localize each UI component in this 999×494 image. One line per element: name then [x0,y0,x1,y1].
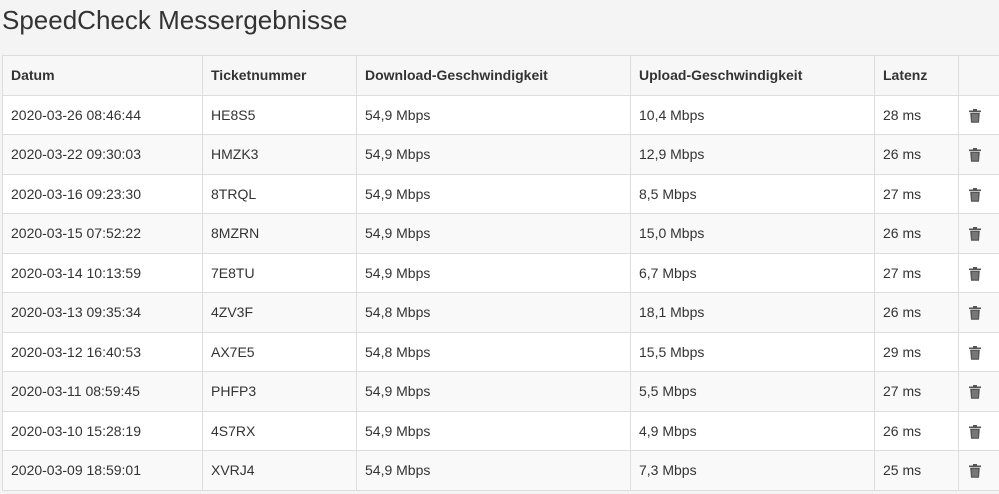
cell-actions [958,371,999,412]
header-download: Download-Geschwindigkeit [356,55,631,96]
cell-ticket: HMZK3 [202,134,357,175]
cell-ticket: 8MZRN [202,213,357,254]
cell-latency: 27 ms [874,252,959,293]
cell-actions [958,292,999,333]
cell-download: 54,9 Mbps [356,134,631,175]
header-upload: Upload-Geschwindigkeit [630,55,875,96]
cell-actions [958,252,999,293]
cell-ticket: 4S7RX [202,410,357,451]
cell-date: 2020-03-26 08:46:44 [2,94,203,135]
cell-latency: 25 ms [874,450,959,491]
cell-ticket: HE8S5 [202,94,357,135]
trash-icon[interactable] [969,424,981,439]
cell-upload: 7,3 Mbps [630,450,875,491]
table-row: 2020-03-16 09:23:30 8TRQL 54,9 Mbps 8,5 Mbp… [2,173,999,214]
cell-latency: 26 ms [874,213,959,254]
cell-latency: 27 ms [874,173,959,214]
cell-upload: 15,0 Mbps [630,213,875,254]
results-table: Datum Ticketnummer Download-Geschwindigk… [2,55,999,491]
cell-upload: 18,1 Mbps [630,292,875,333]
cell-date: 2020-03-10 15:28:19 [2,410,203,451]
table-row: 2020-03-11 08:59:45 PHFP3 54,9 Mbps 5,5 Mbp… [2,371,999,412]
cell-upload: 5,5 Mbps [630,371,875,412]
cell-download: 54,9 Mbps [356,450,631,491]
cell-download: 54,8 Mbps [356,331,631,372]
trash-icon[interactable] [969,227,981,242]
table-row: 2020-03-26 08:46:44 HE8S5 54,9 Mbps 10,4 Mb… [2,94,999,135]
header-date: Datum [2,55,203,96]
cell-date: 2020-03-15 07:52:22 [2,213,203,254]
cell-ticket: XVRJ4 [202,450,357,491]
trash-icon[interactable] [969,385,981,400]
cell-actions [958,213,999,254]
cell-upload: 10,4 Mbps [630,94,875,135]
cell-upload: 4,9 Mbps [630,410,875,451]
cell-actions [958,450,999,491]
table-row: 2020-03-22 09:30:03 HMZK3 54,9 Mbps 12,9 Mb… [2,134,999,175]
trash-icon[interactable] [969,187,981,202]
cell-ticket: 4ZV3F [202,292,357,333]
trash-icon[interactable] [969,306,981,321]
cell-latency: 26 ms [874,134,959,175]
page-title: SpeedCheck Messergebnisse [2,5,348,35]
header-ticket: Ticketnummer [202,55,357,96]
table-row: 2020-03-10 15:28:19 4S7RX 54,9 Mbps 4,9 Mbp… [2,410,999,451]
cell-ticket: PHFP3 [202,371,357,412]
cell-download: 54,9 Mbps [356,213,631,254]
cell-download: 54,9 Mbps [356,371,631,412]
cell-latency: 29 ms [874,331,959,372]
cell-latency: 27 ms [874,371,959,412]
cell-latency: 26 ms [874,410,959,451]
cell-upload: 15,5 Mbps [630,331,875,372]
cell-download: 54,9 Mbps [356,410,631,451]
cell-actions [958,410,999,451]
header-actions [958,55,999,96]
cell-download: 54,9 Mbps [356,252,631,293]
cell-latency: 28 ms [874,94,959,135]
trash-icon[interactable] [969,148,981,163]
cell-date: 2020-03-13 09:35:34 [2,292,203,333]
cell-upload: 12,9 Mbps [630,134,875,175]
trash-icon[interactable] [969,464,981,479]
cell-latency: 26 ms [874,292,959,333]
trash-icon[interactable] [969,345,981,360]
cell-date: 2020-03-11 08:59:45 [2,371,203,412]
header-latency: Latenz [874,55,959,96]
table-row: 2020-03-09 18:59:01 XVRJ4 54,9 Mbps 7,3 Mbp… [2,450,999,491]
cell-upload: 6,7 Mbps [630,252,875,293]
cell-actions [958,331,999,372]
cell-download: 54,9 Mbps [356,94,631,135]
cell-ticket: 7E8TU [202,252,357,293]
header-row: Datum Ticketnummer Download-Geschwindigk… [2,55,999,96]
table-row: 2020-03-15 07:52:22 8MZRN 54,9 Mbps 15,0 Mb… [2,213,999,254]
cell-download: 54,9 Mbps [356,173,631,214]
cell-date: 2020-03-16 09:23:30 [2,173,203,214]
cell-ticket: 8TRQL [202,173,357,214]
cell-date: 2020-03-22 09:30:03 [2,134,203,175]
cell-actions [958,94,999,135]
trash-icon[interactable] [969,266,981,281]
cell-upload: 8,5 Mbps [630,173,875,214]
trash-icon[interactable] [969,108,981,123]
cell-date: 2020-03-14 10:13:59 [2,252,203,293]
cell-actions [958,134,999,175]
cell-ticket: AX7E5 [202,331,357,372]
cell-date: 2020-03-09 18:59:01 [2,450,203,491]
cell-download: 54,8 Mbps [356,292,631,333]
table-row: 2020-03-12 16:40:53 AX7E5 54,8 Mbps 15,5 Mb… [2,331,999,372]
cell-actions [958,173,999,214]
table-row: 2020-03-14 10:13:59 7E8TU 54,9 Mbps 6,7 Mbp… [2,252,999,293]
cell-date: 2020-03-12 16:40:53 [2,331,203,372]
table-row: 2020-03-13 09:35:34 4ZV3F 54,8 Mbps 18,1 Mb… [2,292,999,333]
